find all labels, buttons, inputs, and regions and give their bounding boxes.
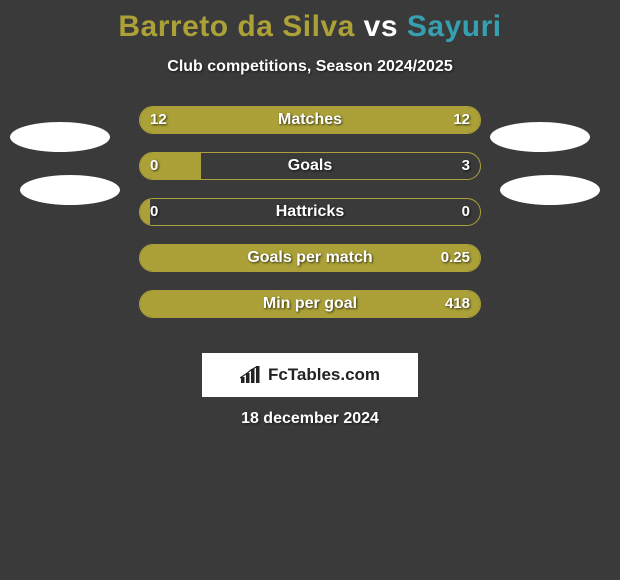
- player1-name: Barreto da Silva: [118, 10, 354, 43]
- subtitle: Club competitions, Season 2024/2025: [0, 58, 620, 76]
- right-value: 0.25: [441, 244, 470, 272]
- player2-name: Sayuri: [407, 10, 502, 43]
- bar-fill: [140, 107, 480, 133]
- right-value: 3: [462, 152, 470, 180]
- stat-row: 0.25Goals per match: [0, 244, 620, 272]
- right-value: 0: [462, 198, 470, 226]
- bar-track: [139, 244, 481, 272]
- brand-text: FcTables.com: [268, 365, 380, 385]
- decorative-ellipse: [500, 175, 600, 205]
- date-caption: 18 december 2024: [0, 410, 620, 428]
- right-value: 12: [453, 106, 470, 134]
- right-value: 418: [445, 290, 470, 318]
- bar-chart-icon: [240, 366, 262, 384]
- stat-row: 418Min per goal: [0, 290, 620, 318]
- bar-fill: [140, 245, 480, 271]
- bar-track: [139, 106, 481, 134]
- left-value: 0: [150, 198, 158, 226]
- decorative-ellipse: [490, 122, 590, 152]
- brand-box: FcTables.com: [202, 353, 418, 397]
- left-value: 12: [150, 106, 167, 134]
- vs-label: vs: [364, 10, 398, 43]
- bar-fill: [140, 291, 480, 317]
- left-value: 0: [150, 152, 158, 180]
- bar-track: [139, 198, 481, 226]
- page-title: Barreto da Silva vs Sayuri: [0, 0, 620, 44]
- bar-fill: [140, 199, 150, 225]
- decorative-ellipse: [20, 175, 120, 205]
- decorative-ellipse: [10, 122, 110, 152]
- comparison-infographic: Barreto da Silva vs Sayuri Club competit…: [0, 0, 620, 580]
- bar-track: [139, 152, 481, 180]
- bar-track: [139, 290, 481, 318]
